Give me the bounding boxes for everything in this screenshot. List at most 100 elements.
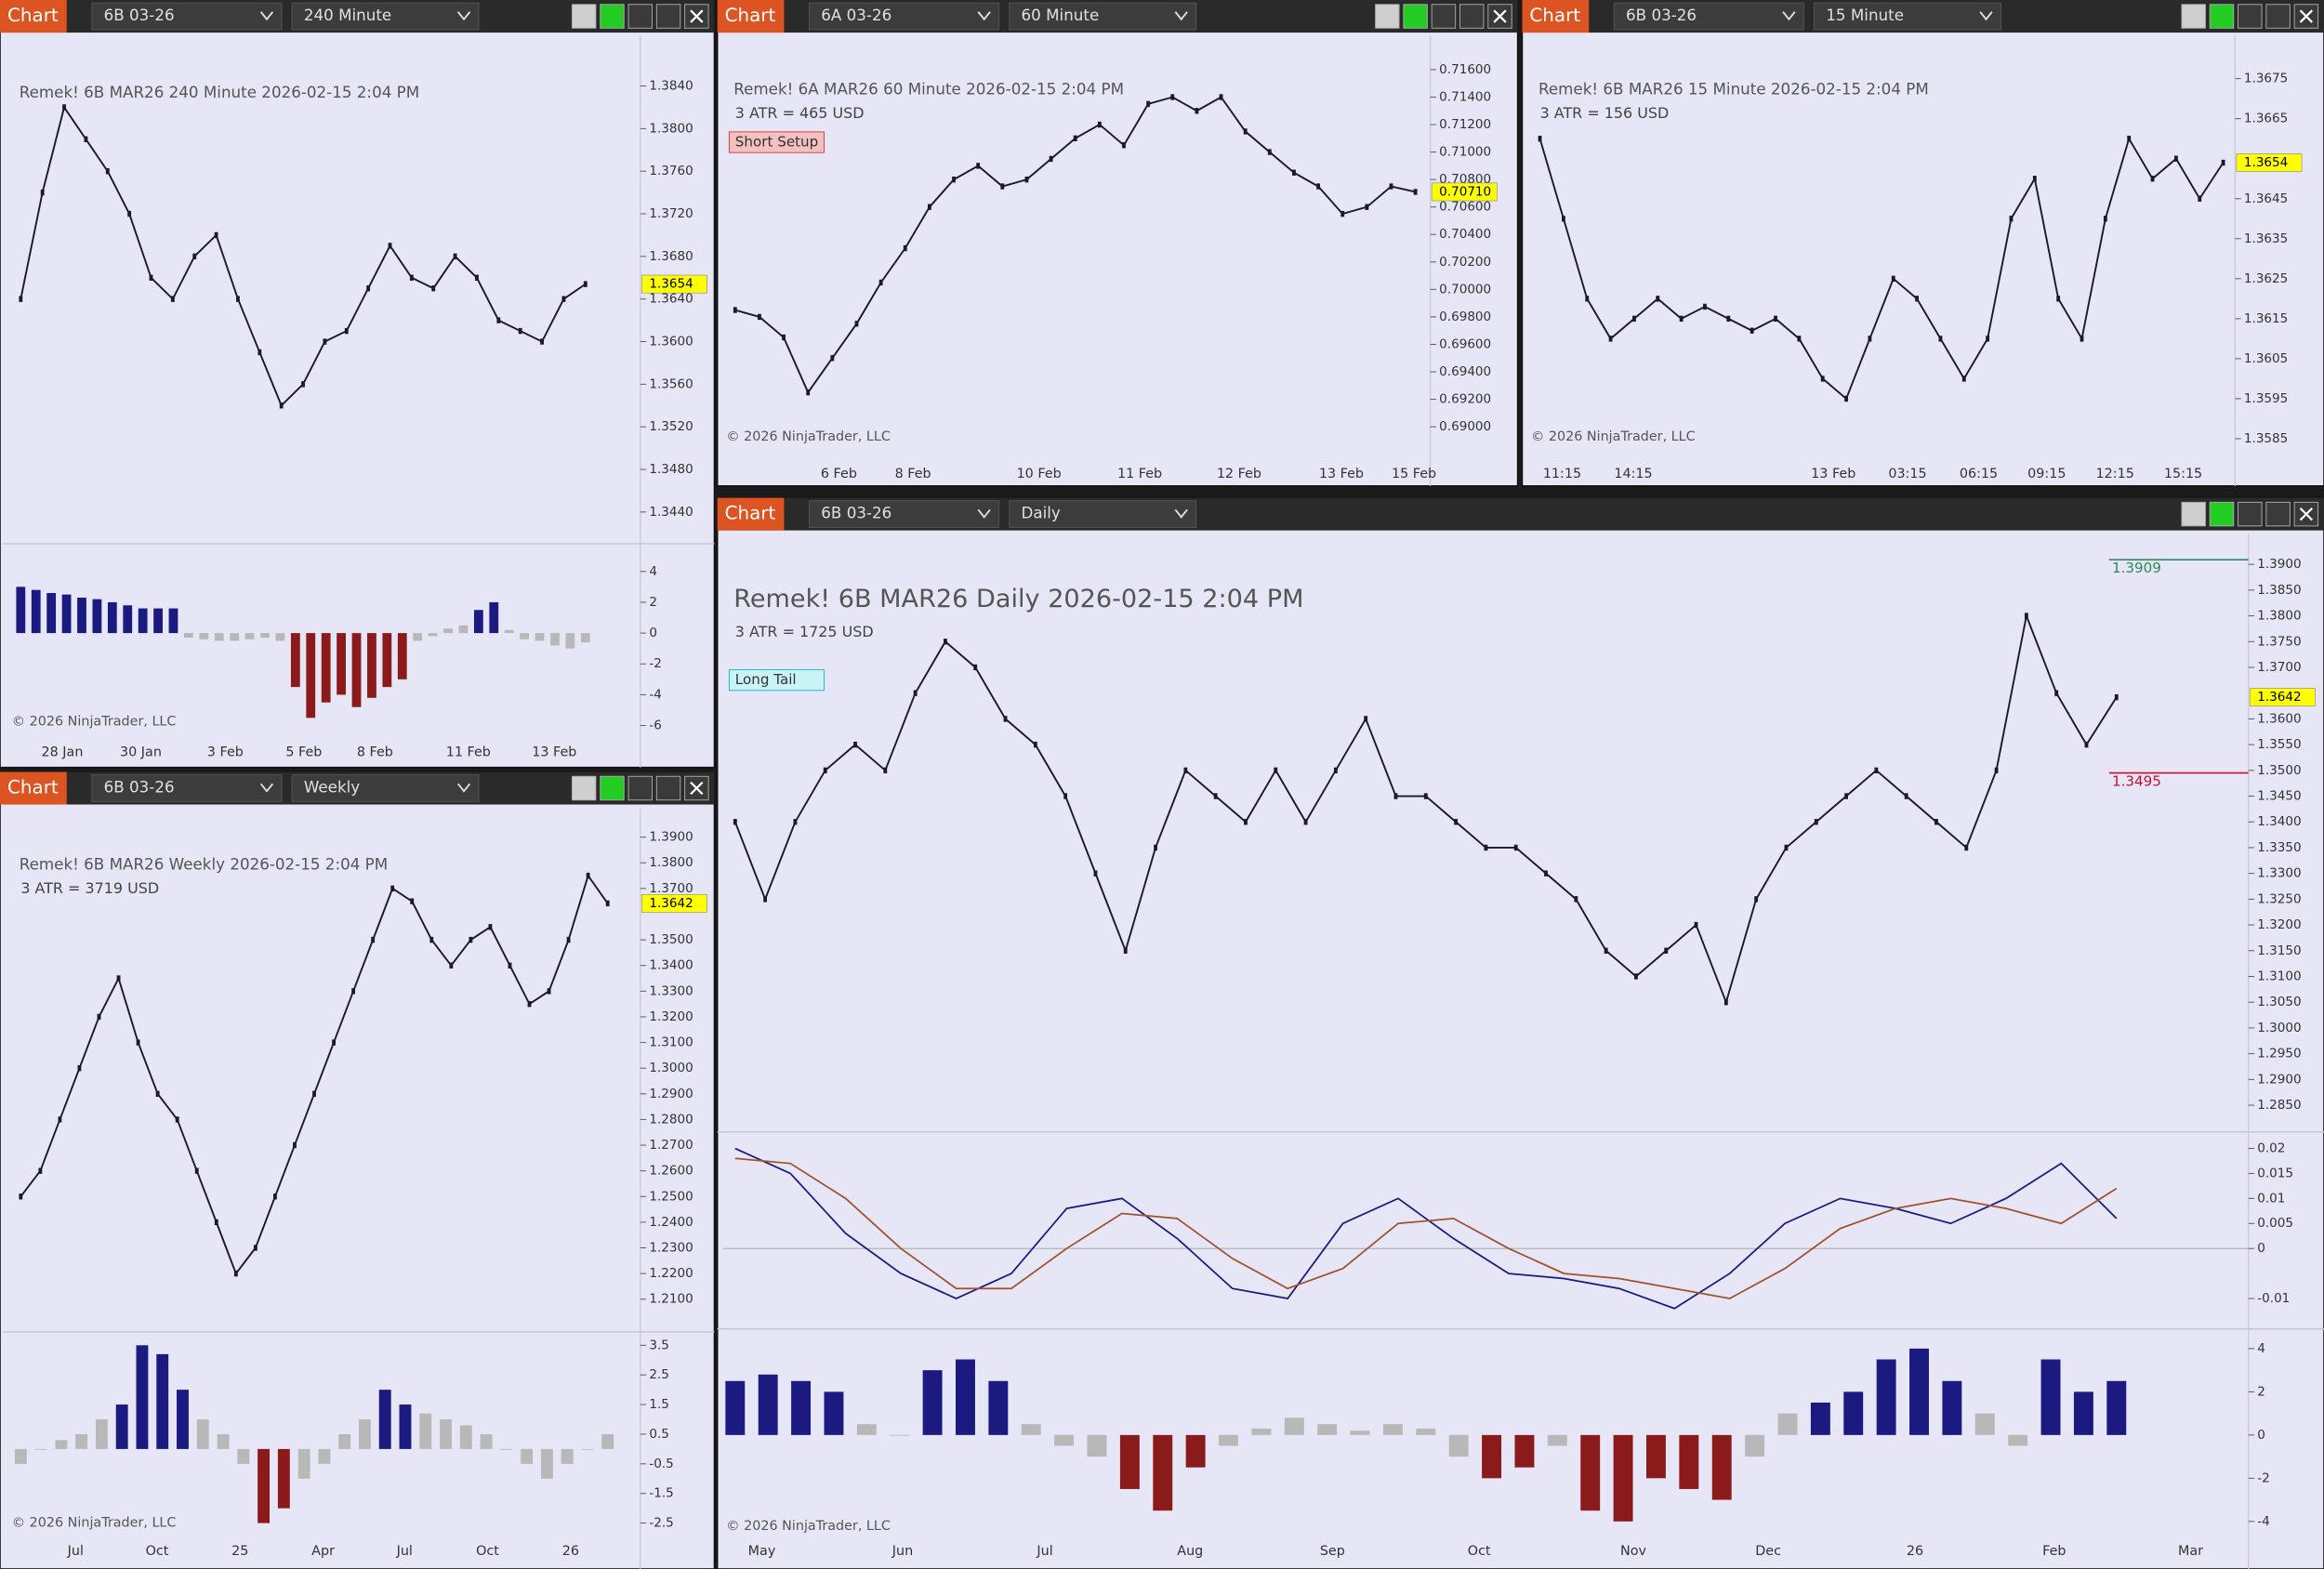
instrument-dropdown[interactable] [809,2,1000,31]
chart-tab[interactable] [0,0,67,33]
histogram-bar [440,1419,452,1449]
window-button[interactable] [600,4,625,29]
last-price-tag [2236,153,2303,172]
price-bar [233,1270,238,1277]
histogram-bar [550,633,560,646]
timeframe-label[interactable]: 60 Minute [1022,6,1100,24]
window-button[interactable] [655,775,681,801]
window-button[interactable] [2265,4,2291,29]
price-bar [1891,275,1895,283]
timeframe-dropdown[interactable] [1814,2,2001,31]
histogram-bar [1482,1434,1502,1479]
window-button[interactable] [1431,4,1457,29]
window-button[interactable] [655,4,681,29]
y-tick-label: 1.2200 [649,1266,693,1281]
instrument-label[interactable]: 6B 03-26 [1626,6,1697,24]
y-tick-label: 1.3100 [2257,969,2301,983]
timeframe-dropdown[interactable] [1009,2,1197,31]
histogram-bar [580,633,590,643]
instrument-dropdown[interactable] [91,774,283,802]
timeframe-label[interactable]: 240 Minute [304,6,391,24]
price-bar [390,885,395,892]
instrument-label[interactable]: 6B 03-26 [104,777,175,796]
histogram-bar [55,1440,68,1449]
window-button[interactable] [627,4,654,29]
instrument-label[interactable]: 6B 03-26 [104,6,175,24]
timeframe-label[interactable]: 15 Minute [1826,6,1904,24]
atr-label: 3 ATR = 1725 USD [735,623,874,640]
price-bar [1389,183,1393,190]
chart-tab-label[interactable]: Chart [7,5,59,26]
close-icon [1493,9,1507,23]
chart-tab-label[interactable]: Chart [7,776,59,798]
timeframe-dropdown[interactable] [1009,500,1197,528]
window-button[interactable] [1459,4,1485,29]
window-button[interactable] [2238,4,2263,29]
y-tick-label: 2.5 [649,1367,669,1382]
instrument-label[interactable]: 6B 03-26 [821,504,891,522]
price-bar [1213,793,1218,799]
y-tick-label: 1.2800 [649,1112,693,1127]
window-button[interactable] [1403,4,1428,29]
instrument-dropdown[interactable] [1613,2,1804,31]
price-bar [1726,315,1731,323]
y-tick-label: 1.3000 [2257,1021,2301,1035]
window-button[interactable] [1375,4,1400,29]
y-tick-label: 4 [2257,1341,2265,1356]
y-tick-label: 1.3520 [649,419,693,434]
window-button[interactable] [571,775,597,801]
histogram-bar [230,633,240,641]
chart-tab[interactable] [717,497,785,531]
window-button[interactable] [2181,501,2206,527]
histogram-bar [504,629,514,634]
y-tick-label: 1.3600 [649,335,693,349]
window-button[interactable] [2209,4,2235,29]
timeframe-dropdown[interactable] [291,2,480,31]
x-tick-label: 11:15 [1543,467,1581,481]
price-bar [733,819,737,825]
chart-tab-label[interactable]: Chart [725,5,776,26]
price-bar [518,327,522,335]
price-bar [1146,100,1151,108]
window-button[interactable] [2238,501,2263,527]
histogram-bar [277,1448,290,1509]
histogram-bar [489,601,499,634]
window-button[interactable] [571,4,597,29]
price-bar [1608,336,1613,342]
instrument-dropdown[interactable] [91,2,283,31]
window-button[interactable] [2209,501,2235,527]
x-tick-label: 14:15 [1614,467,1652,481]
price-bar [1454,819,1459,825]
timeframe-label[interactable]: Weekly [304,777,360,796]
y-tick-label: 1.3760 [649,164,693,178]
price-bar [366,285,371,292]
price-bar [431,285,436,292]
instrument-dropdown[interactable] [809,500,1000,528]
chart-tab[interactable] [1522,0,1590,33]
price-bar [40,189,45,196]
window-button[interactable] [2265,501,2291,527]
y-tick-label: 0.70400 [1439,227,1491,242]
histogram-bar [16,587,26,634]
price-bar [952,176,956,183]
instrument-label[interactable]: 6A 03-26 [821,6,891,24]
price-bar [149,274,153,281]
chart-tab-label[interactable]: Chart [725,503,776,524]
chart-tab[interactable] [717,0,785,33]
price-bar [1703,303,1707,310]
chart-tab[interactable] [0,771,67,805]
window-button[interactable] [2181,4,2206,29]
timeframe-label[interactable]: Daily [1022,504,1061,522]
x-tick-label: 15 Feb [1392,467,1436,481]
window-button[interactable] [600,775,625,801]
window-button[interactable] [627,775,654,801]
timeframe-dropdown[interactable] [291,774,480,802]
oscillator-line [734,1147,2118,1310]
price-bar [1097,121,1102,128]
price-bar [194,1167,199,1174]
histogram-bar [31,589,41,634]
y-tick-label: 0.02 [2257,1141,2285,1156]
histogram-bar [565,633,575,649]
chart-tab-label[interactable]: Chart [1529,5,1580,26]
histogram-bar [413,633,423,641]
